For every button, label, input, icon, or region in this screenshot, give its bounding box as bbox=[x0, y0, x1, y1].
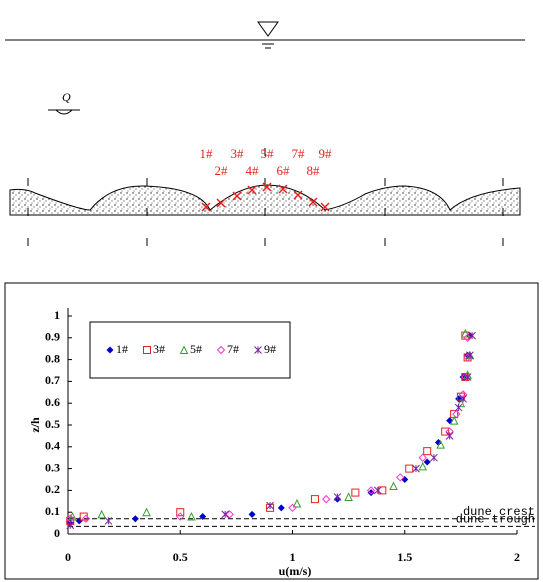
data-point bbox=[424, 448, 431, 455]
x-tick-label: 1.5 bbox=[397, 550, 412, 564]
data-point bbox=[249, 511, 256, 518]
data-point bbox=[419, 463, 426, 470]
x-tick-label: 0.5 bbox=[173, 550, 188, 564]
data-point bbox=[352, 489, 359, 496]
x-tick-label: 1 bbox=[290, 550, 296, 564]
page: {"diagram": {"flow_label": "Q", "station… bbox=[0, 0, 543, 582]
data-point bbox=[412, 465, 419, 472]
y-tick-label: 0.4 bbox=[45, 439, 60, 453]
data-point bbox=[390, 483, 397, 490]
data-point bbox=[334, 493, 341, 500]
x-tick-label: 0 bbox=[65, 550, 71, 564]
y-tick-label: 0.2 bbox=[45, 482, 60, 496]
data-point bbox=[98, 511, 105, 518]
station-label: 7# bbox=[292, 146, 306, 161]
y-tick-label: 0.8 bbox=[45, 351, 60, 365]
station-label: 9# bbox=[319, 146, 333, 161]
data-point bbox=[455, 404, 462, 411]
station-label: 6# bbox=[277, 163, 291, 178]
legend-label: 1# bbox=[116, 342, 128, 356]
data-point bbox=[289, 504, 296, 511]
annotation: dune trough bbox=[456, 513, 535, 527]
figure: Q u(m/s) z/h 1#2#3#4#5#6#7#8#9#00.10.20.… bbox=[0, 0, 543, 582]
y-tick-label: 0.1 bbox=[45, 504, 60, 518]
y-tick-label: 0.5 bbox=[45, 417, 60, 431]
x-tick-label: 2 bbox=[514, 550, 520, 564]
station-label: 3# bbox=[231, 146, 245, 161]
station-label: 5# bbox=[261, 146, 275, 161]
data-point bbox=[177, 509, 184, 516]
data-point bbox=[311, 496, 318, 503]
data-point bbox=[278, 504, 285, 511]
water-level-symbol bbox=[258, 22, 278, 36]
data-point bbox=[143, 509, 150, 516]
y-tick-label: 0.6 bbox=[45, 395, 60, 409]
y-tick-label: 0.3 bbox=[45, 460, 60, 474]
data-point bbox=[132, 515, 139, 522]
data-point bbox=[267, 502, 274, 509]
legend-label: 3# bbox=[153, 342, 165, 356]
y-tick-label: 0.9 bbox=[45, 330, 60, 344]
data-point bbox=[401, 476, 408, 483]
station-label: 4# bbox=[246, 163, 260, 178]
y-axis-label: z/h bbox=[28, 417, 42, 433]
data-point bbox=[222, 511, 229, 518]
y-tick-label: 1 bbox=[54, 308, 60, 322]
data-point bbox=[105, 517, 112, 524]
station-label: 8# bbox=[307, 163, 321, 178]
y-tick-label: 0.7 bbox=[45, 373, 60, 387]
flow-arrow bbox=[48, 110, 80, 114]
legend-label: 9# bbox=[264, 342, 276, 356]
data-point bbox=[368, 489, 375, 496]
legend-label: 7# bbox=[227, 342, 239, 356]
data-point bbox=[430, 454, 437, 461]
flow-label: Q bbox=[62, 90, 71, 104]
station-label: 1# bbox=[200, 146, 214, 161]
data-point bbox=[345, 493, 352, 500]
data-point bbox=[419, 454, 426, 461]
data-point bbox=[406, 465, 413, 472]
y-tick-label: 0 bbox=[54, 526, 60, 540]
legend-label: 5# bbox=[190, 342, 202, 356]
x-axis-label: u(m/s) bbox=[279, 564, 312, 578]
data-point bbox=[446, 432, 453, 439]
station-label: 2# bbox=[215, 163, 229, 178]
data-point bbox=[374, 487, 381, 494]
data-point bbox=[323, 496, 330, 503]
